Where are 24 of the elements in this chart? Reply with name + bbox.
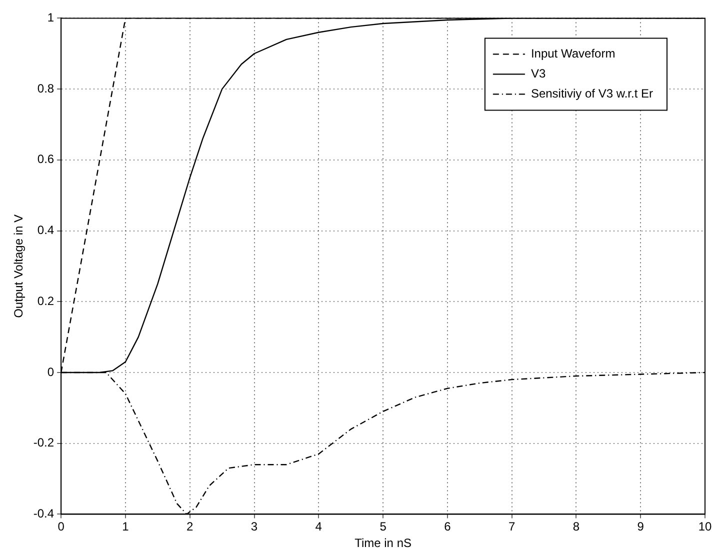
x-tick-label: 10 — [698, 520, 712, 534]
x-tick-label: 7 — [508, 520, 516, 534]
y-tick-label: -0.2 — [33, 436, 54, 450]
y-tick-label: -0.4 — [33, 506, 54, 521]
y-axis-title: Output Voltage in V — [12, 214, 26, 318]
x-tick-label: 5 — [380, 520, 387, 534]
y-tick-label: 0.8 — [37, 81, 54, 96]
y-tick-label: 0 — [47, 364, 54, 379]
y-tick-label: 0.6 — [37, 152, 54, 166]
y-tick-label: 0.2 — [37, 294, 54, 308]
legend-label: V3 — [530, 66, 546, 81]
x-tick-label: 3 — [250, 520, 258, 534]
y-tick-label: 0.4 — [37, 223, 54, 238]
legend-label: Input Waveform — [530, 46, 616, 61]
legend-label: Sensitiviy of V3 w.r.t Er — [530, 86, 654, 101]
x-tick-label: 4 — [315, 520, 322, 534]
x-tick-label: 0 — [58, 520, 65, 534]
y-tick-label: 1 — [47, 10, 54, 25]
x-tick-label: 6 — [444, 520, 452, 534]
x-tick-label: 9 — [637, 520, 644, 534]
x-tick-label: 1 — [122, 520, 130, 534]
x-tick-label: 8 — [572, 520, 580, 534]
x-axis-title: Time in nS — [354, 536, 412, 550]
x-tick-label: 2 — [186, 520, 194, 534]
